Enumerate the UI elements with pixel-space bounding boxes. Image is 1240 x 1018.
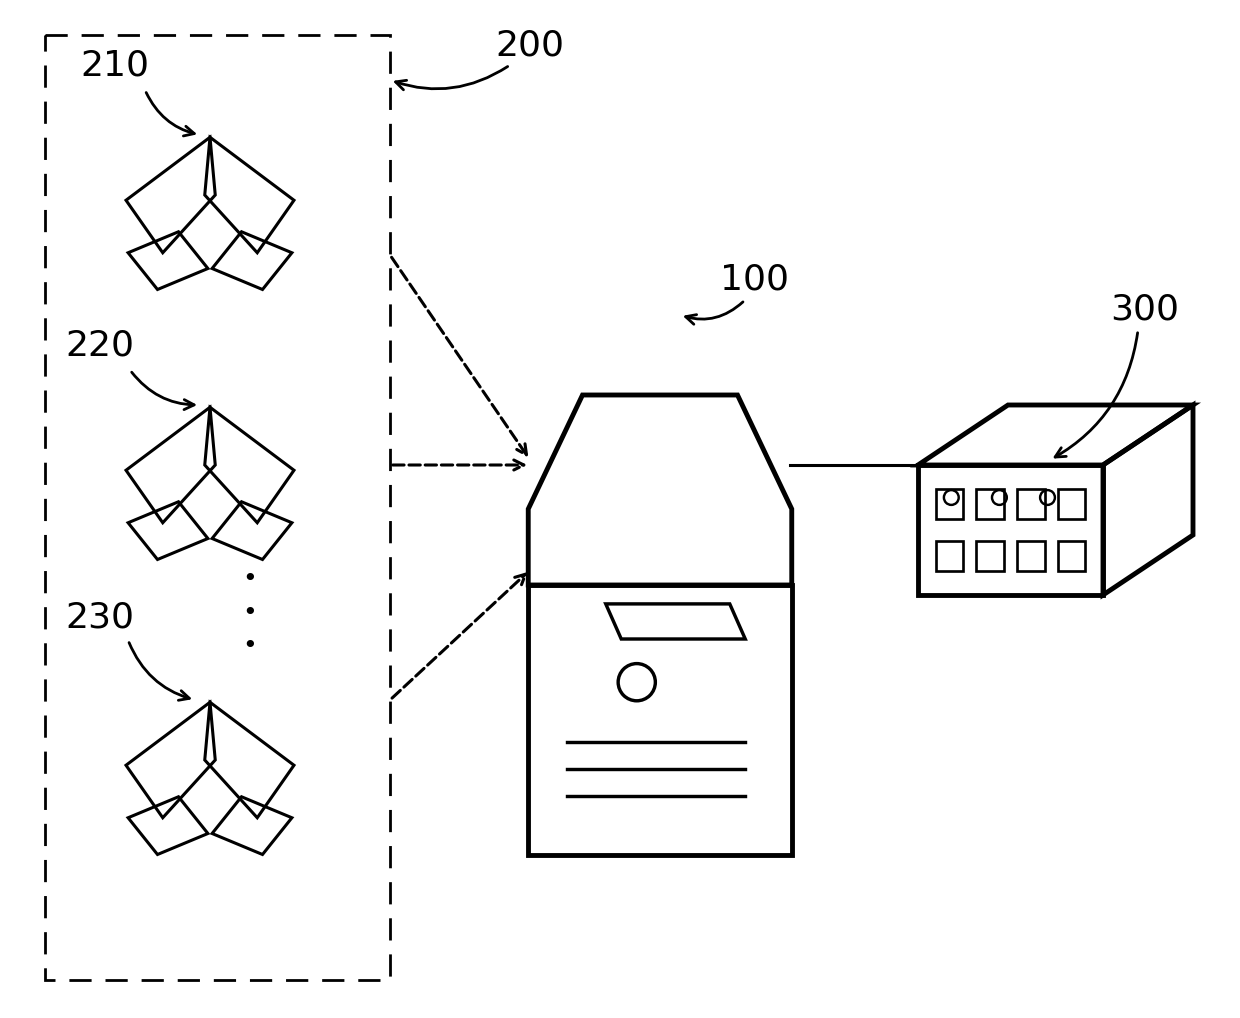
Bar xyxy=(976,489,1004,519)
Text: •
•
•: • • • xyxy=(243,567,258,658)
Bar xyxy=(936,541,963,571)
Text: 300: 300 xyxy=(1111,293,1179,327)
Bar xyxy=(1017,541,1044,571)
Text: 230: 230 xyxy=(66,601,134,635)
Text: 200: 200 xyxy=(496,29,564,62)
Bar xyxy=(1017,489,1044,519)
Bar xyxy=(1058,541,1085,571)
Bar xyxy=(1058,489,1085,519)
Bar xyxy=(976,541,1004,571)
Bar xyxy=(45,35,391,980)
Bar xyxy=(918,465,1104,595)
Bar xyxy=(528,585,792,855)
Text: 220: 220 xyxy=(66,328,134,362)
Text: 210: 210 xyxy=(81,48,150,82)
Bar xyxy=(936,489,963,519)
Text: 100: 100 xyxy=(720,263,790,297)
